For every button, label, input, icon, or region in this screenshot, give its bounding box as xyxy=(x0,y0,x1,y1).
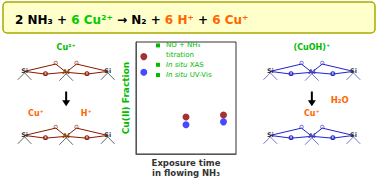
svg-text:Al: Al xyxy=(308,68,315,76)
svg-text:O: O xyxy=(74,124,79,130)
svg-text:Al: Al xyxy=(308,132,315,140)
svg-text:Cu⁺: Cu⁺ xyxy=(304,109,320,118)
svg-text:Si: Si xyxy=(350,131,357,139)
svg-text:O: O xyxy=(299,124,304,130)
svg-text:H⁺: H⁺ xyxy=(81,109,92,118)
svg-text:O: O xyxy=(74,60,79,66)
svg-text:→: → xyxy=(117,13,127,27)
svg-text:+: + xyxy=(151,13,161,27)
svg-text:6 Cu⁺: 6 Cu⁺ xyxy=(212,13,248,27)
svg-text:Al: Al xyxy=(63,132,70,140)
svg-text:titration: titration xyxy=(166,51,194,59)
svg-text:Cu²⁺: Cu²⁺ xyxy=(57,43,76,52)
svg-text:+: + xyxy=(198,13,208,27)
svg-text:O: O xyxy=(84,134,90,142)
svg-text:O: O xyxy=(84,70,90,78)
svg-text:O: O xyxy=(330,70,336,78)
svg-text:Si: Si xyxy=(21,67,28,75)
svg-text:UV-Vis: UV-Vis xyxy=(187,71,211,79)
svg-text:O: O xyxy=(299,60,304,66)
svg-text:in flowing NH₃: in flowing NH₃ xyxy=(152,168,220,178)
svg-text:Al: Al xyxy=(63,68,70,76)
svg-text:Si: Si xyxy=(267,67,274,75)
svg-text:O: O xyxy=(320,60,325,66)
svg-text:Si: Si xyxy=(267,131,274,139)
svg-text:Cu⁺: Cu⁺ xyxy=(28,109,44,118)
svg-text:O: O xyxy=(288,134,294,142)
svg-text:In situ: In situ xyxy=(166,71,188,79)
svg-text:Si: Si xyxy=(104,131,111,139)
svg-text:2 NH₃: 2 NH₃ xyxy=(15,13,53,27)
svg-text:H₂O: H₂O xyxy=(331,95,349,105)
svg-text:Si: Si xyxy=(21,131,28,139)
svg-text:XAS: XAS xyxy=(187,61,204,69)
svg-text:(CuOH)⁺: (CuOH)⁺ xyxy=(294,43,331,52)
svg-text:Cu(II) Fraction: Cu(II) Fraction xyxy=(121,62,131,134)
svg-text:O: O xyxy=(54,60,59,66)
svg-text:+: + xyxy=(57,13,67,27)
svg-text:O: O xyxy=(288,70,294,78)
svg-text:O: O xyxy=(43,134,49,142)
svg-text:6 H⁺: 6 H⁺ xyxy=(165,13,194,27)
svg-text:Si: Si xyxy=(350,67,357,75)
svg-text:O: O xyxy=(330,134,336,142)
svg-text:In situ: In situ xyxy=(166,61,188,69)
svg-text:Si: Si xyxy=(104,67,111,75)
svg-text:O: O xyxy=(43,70,49,78)
svg-text:NO + NH₃: NO + NH₃ xyxy=(166,41,201,49)
svg-text:Exposure time: Exposure time xyxy=(152,158,221,168)
svg-text:6 Cu²⁺: 6 Cu²⁺ xyxy=(71,13,112,27)
svg-text:O: O xyxy=(54,124,59,130)
svg-text:N₂: N₂ xyxy=(131,13,146,27)
svg-text:O: O xyxy=(320,124,325,130)
